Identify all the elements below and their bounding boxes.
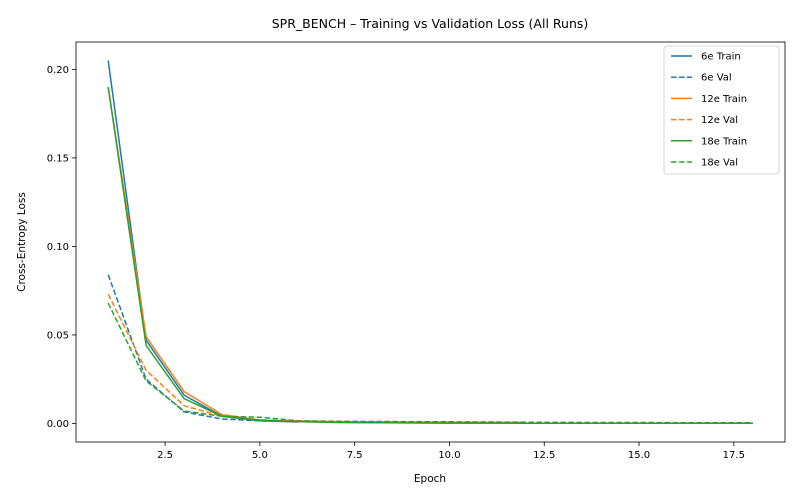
y-tick-label: 0.15 bbox=[47, 153, 69, 164]
legend: 6e Train 6e Val 12e Train 12e Val 18e Train 1… bbox=[663, 45, 780, 175]
y-axis: 0.00 0.05 0.10 0.15 0.20 bbox=[47, 65, 76, 430]
chart-title: SPR_BENCH – Training vs Validation Loss … bbox=[272, 16, 589, 31]
y-tick-label: 0.10 bbox=[47, 242, 69, 253]
legend-label: 18e Val bbox=[701, 158, 738, 169]
plot-area bbox=[107, 60, 753, 424]
x-tick-label: 12.5 bbox=[533, 450, 555, 461]
x-tick-label: 17.5 bbox=[723, 450, 745, 461]
series-line-18e-val bbox=[107, 302, 753, 424]
y-tick-label: 0.05 bbox=[47, 330, 69, 341]
legend-label: 6e Train bbox=[701, 52, 741, 63]
x-axis-title: Epoch bbox=[414, 473, 446, 485]
y-tick-label: 0.00 bbox=[47, 419, 69, 430]
legend-label: 6e Val bbox=[701, 73, 732, 84]
x-tick-label: 10.0 bbox=[438, 450, 460, 461]
series-line-12e-val bbox=[107, 293, 526, 424]
x-tick-label: 7.5 bbox=[347, 450, 363, 461]
legend-label: 12e Val bbox=[701, 115, 738, 126]
legend-box bbox=[663, 45, 780, 175]
legend-label: 18e Train bbox=[701, 136, 747, 147]
x-tick-label: 5.0 bbox=[252, 450, 268, 461]
x-tick-label: 15.0 bbox=[628, 450, 650, 461]
plot-frame bbox=[75, 41, 786, 443]
x-axis: 2.5 5.0 7.5 10.0 12.5 15.0 17.5 bbox=[157, 442, 745, 461]
legend-label: 12e Train bbox=[701, 94, 747, 105]
y-tick-label: 0.20 bbox=[47, 65, 69, 76]
y-axis-title: Cross-Entropy Loss bbox=[16, 192, 28, 292]
x-tick-label: 2.5 bbox=[157, 450, 173, 461]
